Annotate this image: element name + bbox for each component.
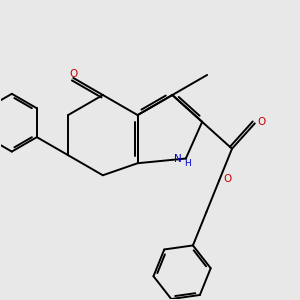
Text: O: O [224, 174, 232, 184]
Text: O: O [69, 69, 77, 80]
Text: H: H [184, 159, 191, 168]
Text: O: O [258, 117, 266, 127]
Text: N: N [174, 154, 182, 164]
